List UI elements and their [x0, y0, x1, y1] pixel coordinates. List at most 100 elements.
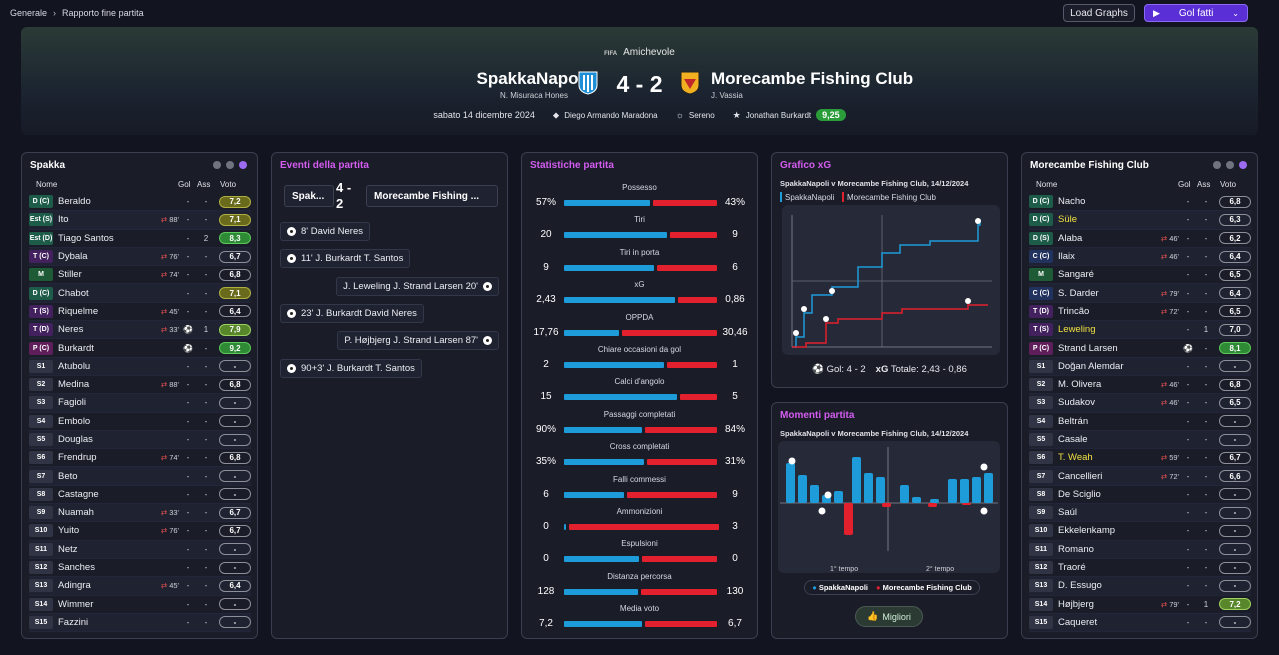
- player-name[interactable]: T. Weah: [1058, 452, 1093, 464]
- col-voto-header[interactable]: Voto: [220, 180, 237, 189]
- player-name[interactable]: Beraldo: [58, 196, 91, 208]
- home-team-name[interactable]: SpakkaNapoli: [476, 69, 589, 88]
- player-name[interactable]: Yuito: [58, 525, 80, 537]
- player-name[interactable]: Nacho: [1058, 196, 1086, 208]
- player-row[interactable]: D (C) Beraldo - - 7,2: [29, 193, 251, 212]
- pager-dot[interactable]: [213, 161, 221, 169]
- pager-dot[interactable]: [226, 161, 234, 169]
- player-name[interactable]: De Sciglio: [1058, 488, 1101, 500]
- pager-dot-active[interactable]: [239, 161, 247, 169]
- player-name[interactable]: Ekkelenkamp: [1058, 525, 1116, 537]
- event-row[interactable]: P. Højbjerg J. Strand Larsen 87': [337, 331, 499, 351]
- player-name[interactable]: Leweling: [1058, 324, 1096, 336]
- player-name[interactable]: Doğan Alemdar: [1058, 360, 1124, 372]
- player-name[interactable]: Dybala: [58, 251, 88, 263]
- player-row[interactable]: T (S) Riquelme ⇄ 45' - -6,4: [29, 303, 251, 322]
- stadium[interactable]: ⬥ Diego Armando Maradona: [553, 110, 658, 121]
- player-row[interactable]: D (C) Nacho - - 6,8: [1029, 193, 1251, 212]
- player-name[interactable]: Trincão: [1058, 305, 1090, 317]
- player-row[interactable]: M Sangaré - - 6,5: [1029, 266, 1251, 285]
- col-name-header[interactable]: Nome: [36, 180, 58, 189]
- player-name[interactable]: Medina: [58, 379, 90, 391]
- away-team-name[interactable]: Morecambe Fishing Club: [711, 69, 914, 88]
- player-name[interactable]: S. Darder: [1058, 287, 1099, 299]
- player-row[interactable]: S3 Fagioli - - -: [29, 394, 251, 413]
- breadcrumb-root[interactable]: Generale: [10, 8, 48, 18]
- player-row[interactable]: S10 Yuito ⇄ 76' - -6,7: [29, 522, 251, 541]
- player-row[interactable]: M Stiller ⇄ 74' - -6,8: [29, 266, 251, 285]
- player-row[interactable]: S8 Castagne - - -: [29, 486, 251, 505]
- col-name-header[interactable]: Nome: [1036, 180, 1058, 189]
- player-row[interactable]: T (S) Leweling - 1 7,0: [1029, 321, 1251, 340]
- event-row[interactable]: 90+3' J. Burkardt T. Santos: [280, 358, 422, 378]
- player-name[interactable]: Caqueret: [1058, 616, 1098, 628]
- player-row[interactable]: S6 T. Weah ⇄ 59' - -6,7: [1029, 449, 1251, 468]
- away-coach[interactable]: J. Vassia: [711, 91, 743, 100]
- player-row[interactable]: T (D) Trincão ⇄ 72' - -6,5: [1029, 303, 1251, 322]
- player-name[interactable]: Süle: [1058, 214, 1078, 226]
- player-name[interactable]: Netz: [58, 543, 78, 555]
- player-name[interactable]: Burkardt: [58, 342, 94, 354]
- player-row[interactable]: S7 Beto - - -: [29, 467, 251, 486]
- player-row[interactable]: P (C) Strand Larsen ⚽ - 8,1: [1029, 339, 1251, 358]
- col-gol-header[interactable]: Gol: [1178, 180, 1191, 189]
- player-row[interactable]: S9 Nuamah ⇄ 33' - -6,7: [29, 504, 251, 523]
- player-row[interactable]: Est (D) Tiago Santos - 2 8,3: [29, 230, 251, 248]
- player-name[interactable]: Sanches: [58, 562, 95, 574]
- player-row[interactable]: S4 Embolo - - -: [29, 413, 251, 431]
- player-row[interactable]: S9 Saúl - - -: [1029, 504, 1251, 523]
- player-name[interactable]: Stiller: [58, 269, 82, 281]
- migliori-button[interactable]: 👍 Migliori: [855, 606, 923, 627]
- event-row[interactable]: 11' J. Burkardt T. Santos: [280, 249, 411, 269]
- player-name[interactable]: Sangaré: [1058, 269, 1094, 281]
- player-row[interactable]: S12 Traoré - - -: [1029, 559, 1251, 578]
- player-name[interactable]: Embolo: [58, 415, 91, 427]
- player-name[interactable]: Højbjerg: [1058, 598, 1094, 610]
- player-row[interactable]: S3 Sudakov ⇄ 46' - -6,5: [1029, 394, 1251, 413]
- player-name[interactable]: Traoré: [1058, 562, 1086, 574]
- player-row[interactable]: S8 De Sciglio - - -: [1029, 486, 1251, 505]
- gol-fatti-dropdown[interactable]: ▶ Gol fatti ⌄: [1144, 4, 1248, 22]
- player-name[interactable]: Castagne: [58, 488, 99, 500]
- load-graphs-button[interactable]: Load Graphs: [1063, 4, 1135, 22]
- player-of-match[interactable]: ★ Jonathan Burkardt 9,25: [733, 109, 846, 121]
- player-row[interactable]: P (C) Burkardt ⚽ - 9,2: [29, 339, 251, 358]
- player-row[interactable]: S15 Fazzini - - -: [29, 613, 251, 633]
- player-name[interactable]: Riquelme: [58, 305, 99, 317]
- player-row[interactable]: S14 Wimmer - - -: [29, 596, 251, 614]
- player-name[interactable]: Sudakov: [1058, 397, 1095, 409]
- player-name[interactable]: Adingra: [58, 580, 91, 592]
- home-coach[interactable]: N. Misuraca Hones: [499, 91, 568, 100]
- player-name[interactable]: Douglas: [58, 434, 93, 445]
- player-name[interactable]: D. Essugo: [1058, 580, 1102, 592]
- player-name[interactable]: Frendrup: [58, 452, 97, 464]
- player-row[interactable]: S14 Højbjerg ⇄ 79' - 1 7,2: [1029, 596, 1251, 614]
- col-ass-header[interactable]: Ass: [1197, 180, 1211, 189]
- player-row[interactable]: D (C) Chabot - - 7,1: [29, 284, 251, 303]
- player-row[interactable]: S13 Adingra ⇄ 45' - -6,4: [29, 577, 251, 596]
- event-row[interactable]: 23' J. Burkardt David Neres: [280, 303, 424, 323]
- player-row[interactable]: C (C) Ilaix ⇄ 46' - -6,4: [1029, 247, 1251, 267]
- player-row[interactable]: S2 M. Olivera ⇄ 46' - -6,8: [1029, 376, 1251, 395]
- player-name[interactable]: Casale: [1058, 434, 1088, 445]
- player-name[interactable]: Strand Larsen: [1058, 342, 1118, 354]
- player-row[interactable]: S5 Casale - - -: [1029, 430, 1251, 450]
- player-name[interactable]: Tiago Santos: [58, 232, 114, 244]
- player-name[interactable]: Cancellieri: [1058, 470, 1103, 482]
- player-row[interactable]: T (D) Neres ⇄ 33' ⚽ 1 7,9: [29, 321, 251, 340]
- player-name[interactable]: Atubolu: [58, 360, 91, 372]
- player-row[interactable]: T (C) Dybala ⇄ 76' - -6,7: [29, 247, 251, 267]
- player-name[interactable]: Neres: [58, 324, 84, 336]
- player-row[interactable]: S13 D. Essugo - - -: [1029, 577, 1251, 596]
- player-row[interactable]: S11 Netz - - -: [29, 540, 251, 559]
- player-name[interactable]: Saúl: [1058, 507, 1078, 519]
- pager-dot[interactable]: [1213, 161, 1221, 169]
- player-name[interactable]: Fazzini: [58, 616, 89, 628]
- player-name[interactable]: Nuamah: [58, 507, 94, 519]
- player-row[interactable]: S4 Beltrán - - -: [1029, 413, 1251, 431]
- col-ass-header[interactable]: Ass: [197, 180, 211, 189]
- player-row[interactable]: C (C) S. Darder ⇄ 79' - -6,4: [1029, 284, 1251, 303]
- event-row[interactable]: 8' David Neres: [280, 222, 371, 241]
- player-name[interactable]: Wimmer: [58, 598, 94, 610]
- player-row[interactable]: S12 Sanches - - -: [29, 559, 251, 578]
